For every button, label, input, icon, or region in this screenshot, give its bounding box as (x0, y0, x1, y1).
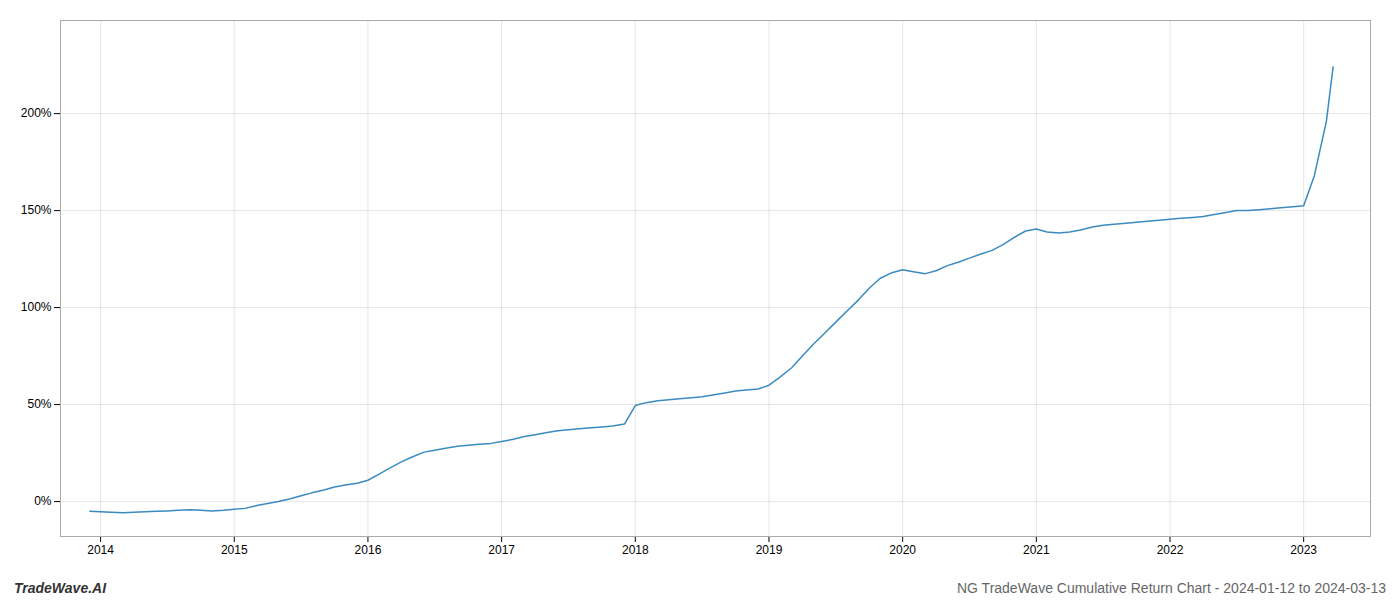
html-text:NG TradeWave Cumulative Return: NG TradeWave Cumulative Return Chart - 2… (957, 580, 1386, 596)
svg-text:2014: 2014 (87, 543, 114, 557)
html-text:TradeWave.AI: TradeWave.AI (14, 580, 107, 596)
svg-text:2015: 2015 (221, 543, 248, 557)
svg-text:2018: 2018 (622, 543, 649, 557)
svg-text:2019: 2019 (756, 543, 783, 557)
svg-text:2020: 2020 (889, 543, 916, 557)
svg-text:150%: 150% (21, 203, 52, 217)
svg-text:2021: 2021 (1023, 543, 1050, 557)
svg-text:100%: 100% (21, 300, 52, 314)
svg-text:2016: 2016 (355, 543, 382, 557)
svg-text:2022: 2022 (1157, 543, 1184, 557)
svg-text:50%: 50% (27, 397, 51, 411)
svg-text:2017: 2017 (488, 543, 515, 557)
svg-text:0%: 0% (34, 494, 52, 508)
svg-text:2023: 2023 (1290, 543, 1317, 557)
svg-text:200%: 200% (21, 106, 52, 120)
